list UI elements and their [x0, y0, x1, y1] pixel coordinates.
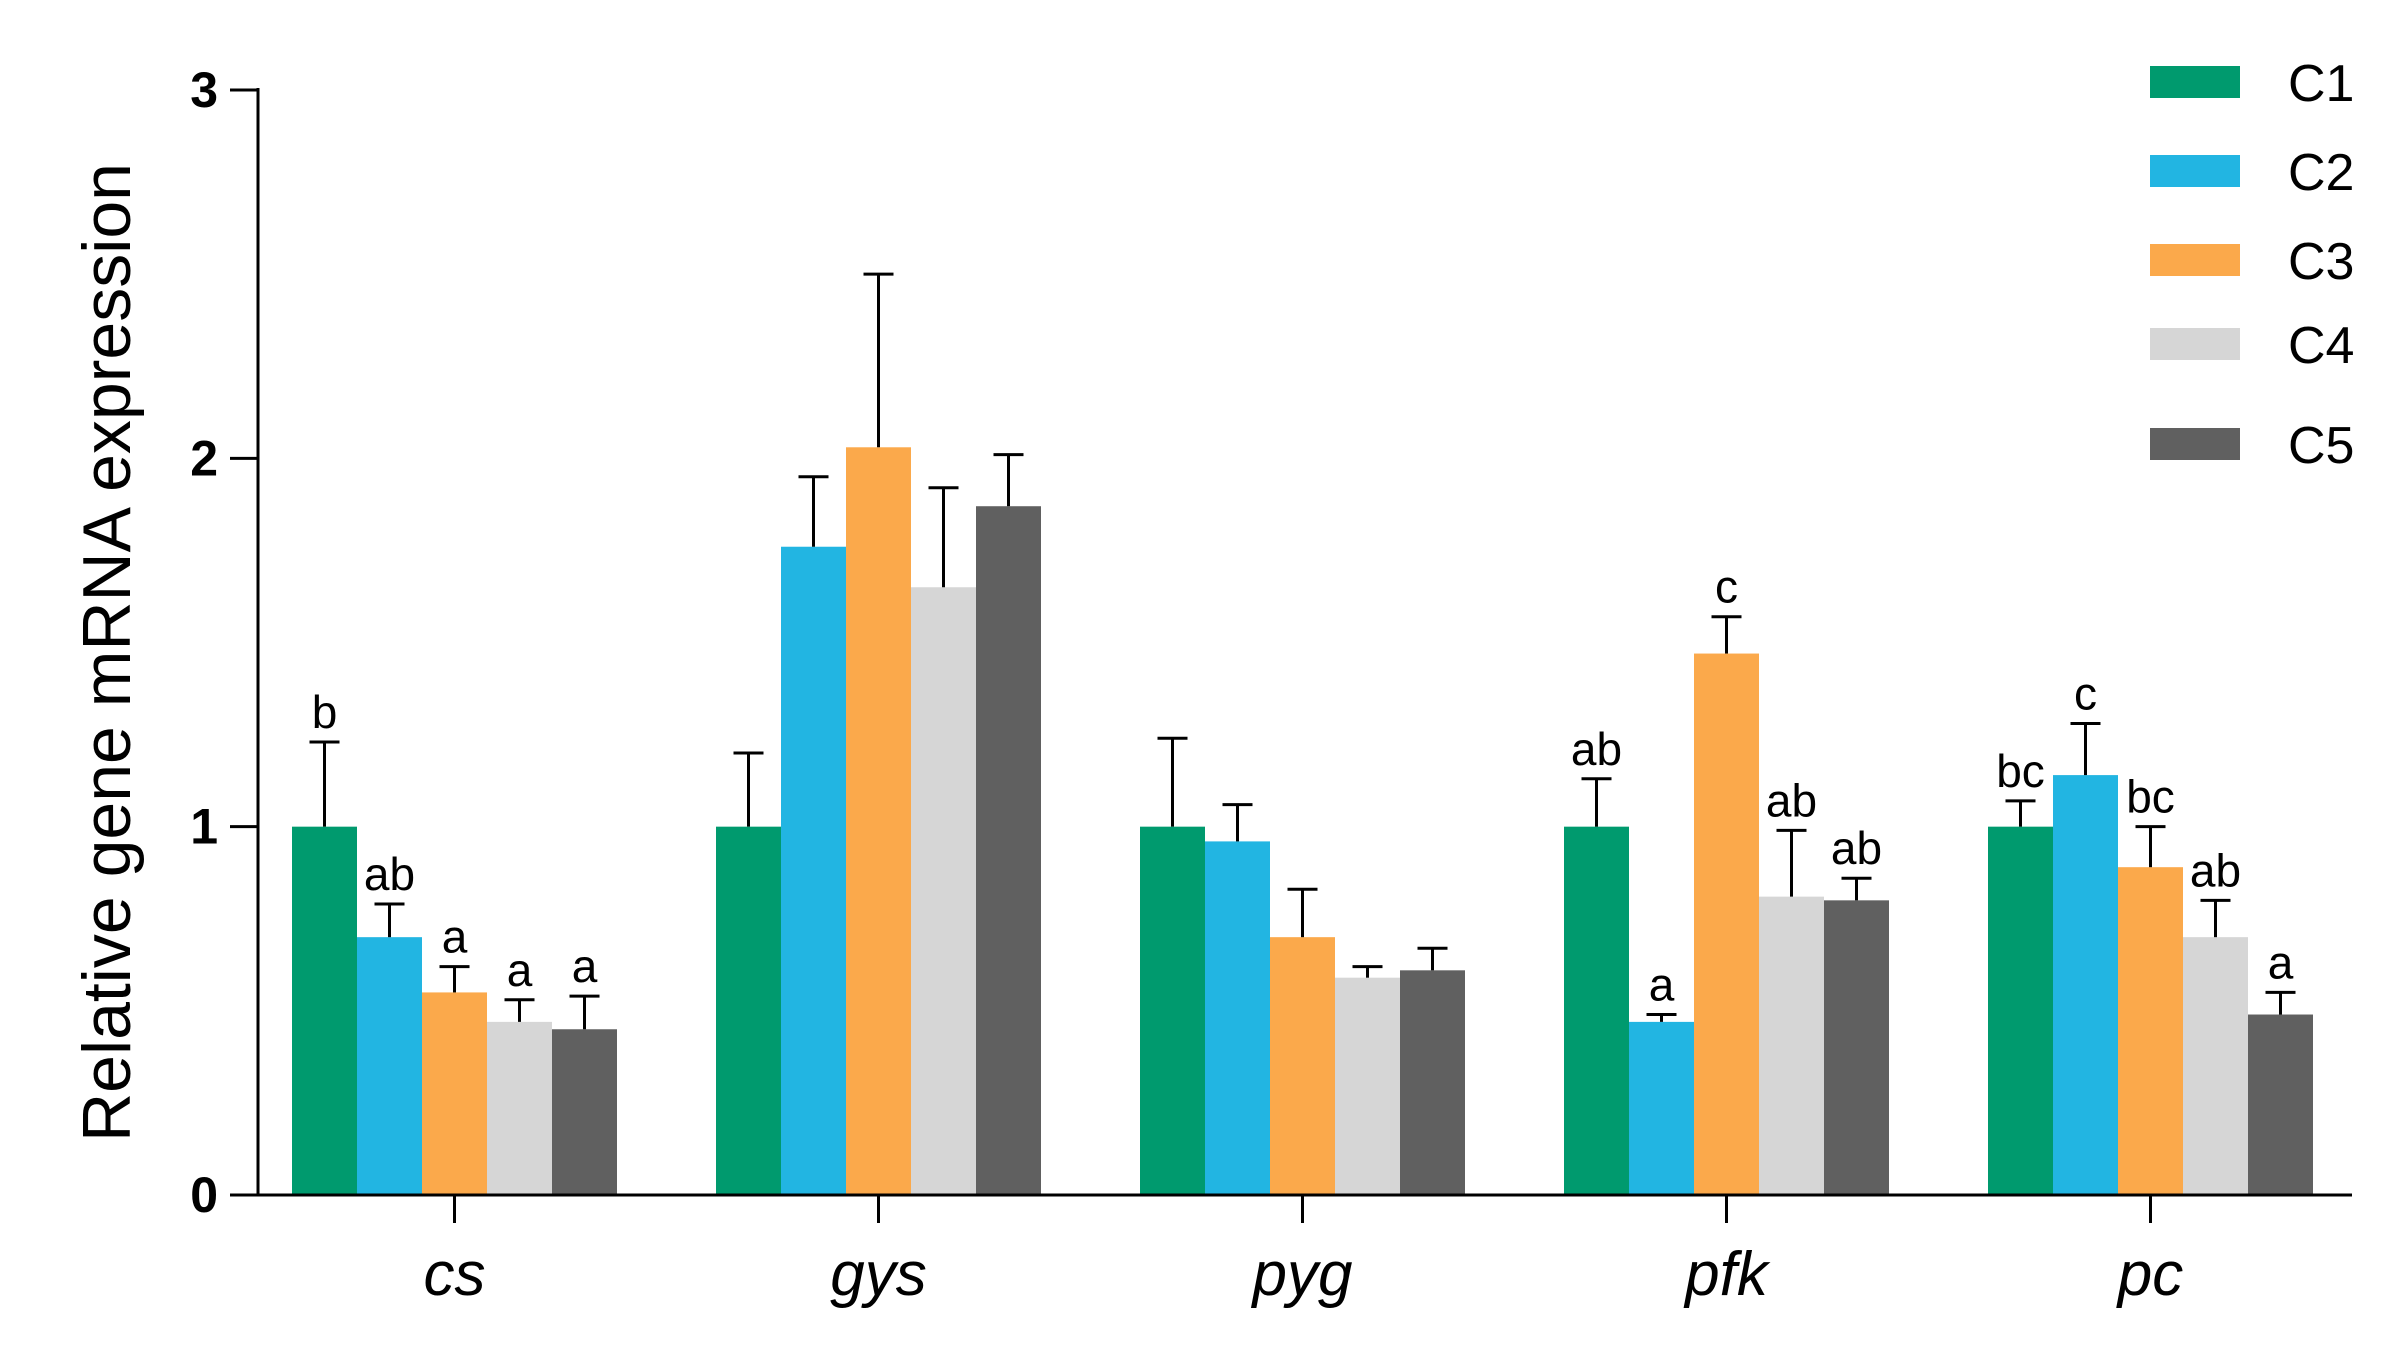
significance-label: ab [1831, 822, 1882, 874]
axes-layer: 0 1 2 3 cs gys pyg pfk pc [190, 62, 2352, 1309]
legend: C1 C2 C3 C4 C5 [2150, 55, 2354, 475]
significance-label: a [1649, 959, 1675, 1011]
bar-gys-c4 [911, 587, 976, 1195]
significance-label: a [507, 944, 533, 996]
bar-pyg-c3 [1270, 937, 1335, 1195]
y-axis-title: Relative gene mRNA expression [69, 163, 145, 1142]
bar-pfk-c2 [1629, 1021, 1694, 1195]
y-tick-label: 1 [190, 799, 218, 855]
significance-label: a [572, 940, 598, 992]
significance-label: b [312, 686, 338, 738]
bar-pyg-c2 [1205, 841, 1270, 1195]
bar-cs-c1 [292, 826, 357, 1195]
significance-label: bc [1996, 745, 2045, 797]
bar-pc-c2 [2053, 775, 2118, 1195]
bar-gys-c1 [716, 826, 781, 1195]
bar-pfk-c1 [1564, 826, 1629, 1195]
bar-pc-c4 [2183, 937, 2248, 1195]
legend-label-c5: C5 [2288, 417, 2354, 475]
bar-cs-c2 [357, 937, 422, 1195]
x-tick-label-pyg: pyg [1251, 1240, 1353, 1309]
y-tick-label: 0 [190, 1167, 218, 1223]
bar-pyg-c5 [1400, 970, 1465, 1195]
legend-swatch-c2 [2150, 155, 2240, 187]
y-tick-label: 3 [190, 62, 218, 118]
x-tick-label-cs: cs [424, 1240, 486, 1309]
significance-label: c [2074, 668, 2097, 720]
significance-label: a [442, 911, 468, 963]
bar-cs-c5 [552, 1029, 617, 1195]
significance-label: c [1715, 561, 1738, 613]
legend-label-c4: C4 [2288, 317, 2354, 375]
legend-swatch-c1 [2150, 66, 2240, 98]
significance-label: ab [1571, 723, 1622, 775]
x-tick-label-pfk: pfk [1683, 1240, 1771, 1309]
bar-cs-c4 [487, 1021, 552, 1195]
bar-pc-c5 [2248, 1014, 2313, 1195]
legend-label-c2: C2 [2288, 144, 2354, 202]
bar-pc-c3 [2118, 867, 2183, 1195]
legend-label-c3: C3 [2288, 233, 2354, 291]
bar-pfk-c4 [1759, 896, 1824, 1195]
legend-swatch-c4 [2150, 328, 2240, 360]
significance-label: bc [2126, 771, 2175, 823]
significance-label: ab [364, 848, 415, 900]
bar-pfk-c5 [1824, 900, 1889, 1195]
significance-label: a [2268, 936, 2294, 988]
x-tick-label-pc: pc [2116, 1240, 2183, 1309]
bar-pyg-c4 [1335, 977, 1400, 1195]
significance-label: ab [1766, 774, 1817, 826]
x-tick-label-gys: gys [830, 1240, 926, 1309]
legend-label-c1: C1 [2288, 55, 2354, 113]
bar-pc-c1 [1988, 826, 2053, 1195]
y-tick-label: 2 [190, 430, 218, 486]
bar-cs-c3 [422, 992, 487, 1195]
legend-swatch-c3 [2150, 244, 2240, 276]
bar-gys-c5 [976, 506, 1041, 1195]
bar-gys-c3 [846, 447, 911, 1195]
legend-swatch-c5 [2150, 428, 2240, 460]
significance-label: ab [2190, 844, 2241, 896]
bar-gys-c2 [781, 546, 846, 1195]
bar-pfk-c3 [1694, 653, 1759, 1195]
bar-pyg-c1 [1140, 826, 1205, 1195]
